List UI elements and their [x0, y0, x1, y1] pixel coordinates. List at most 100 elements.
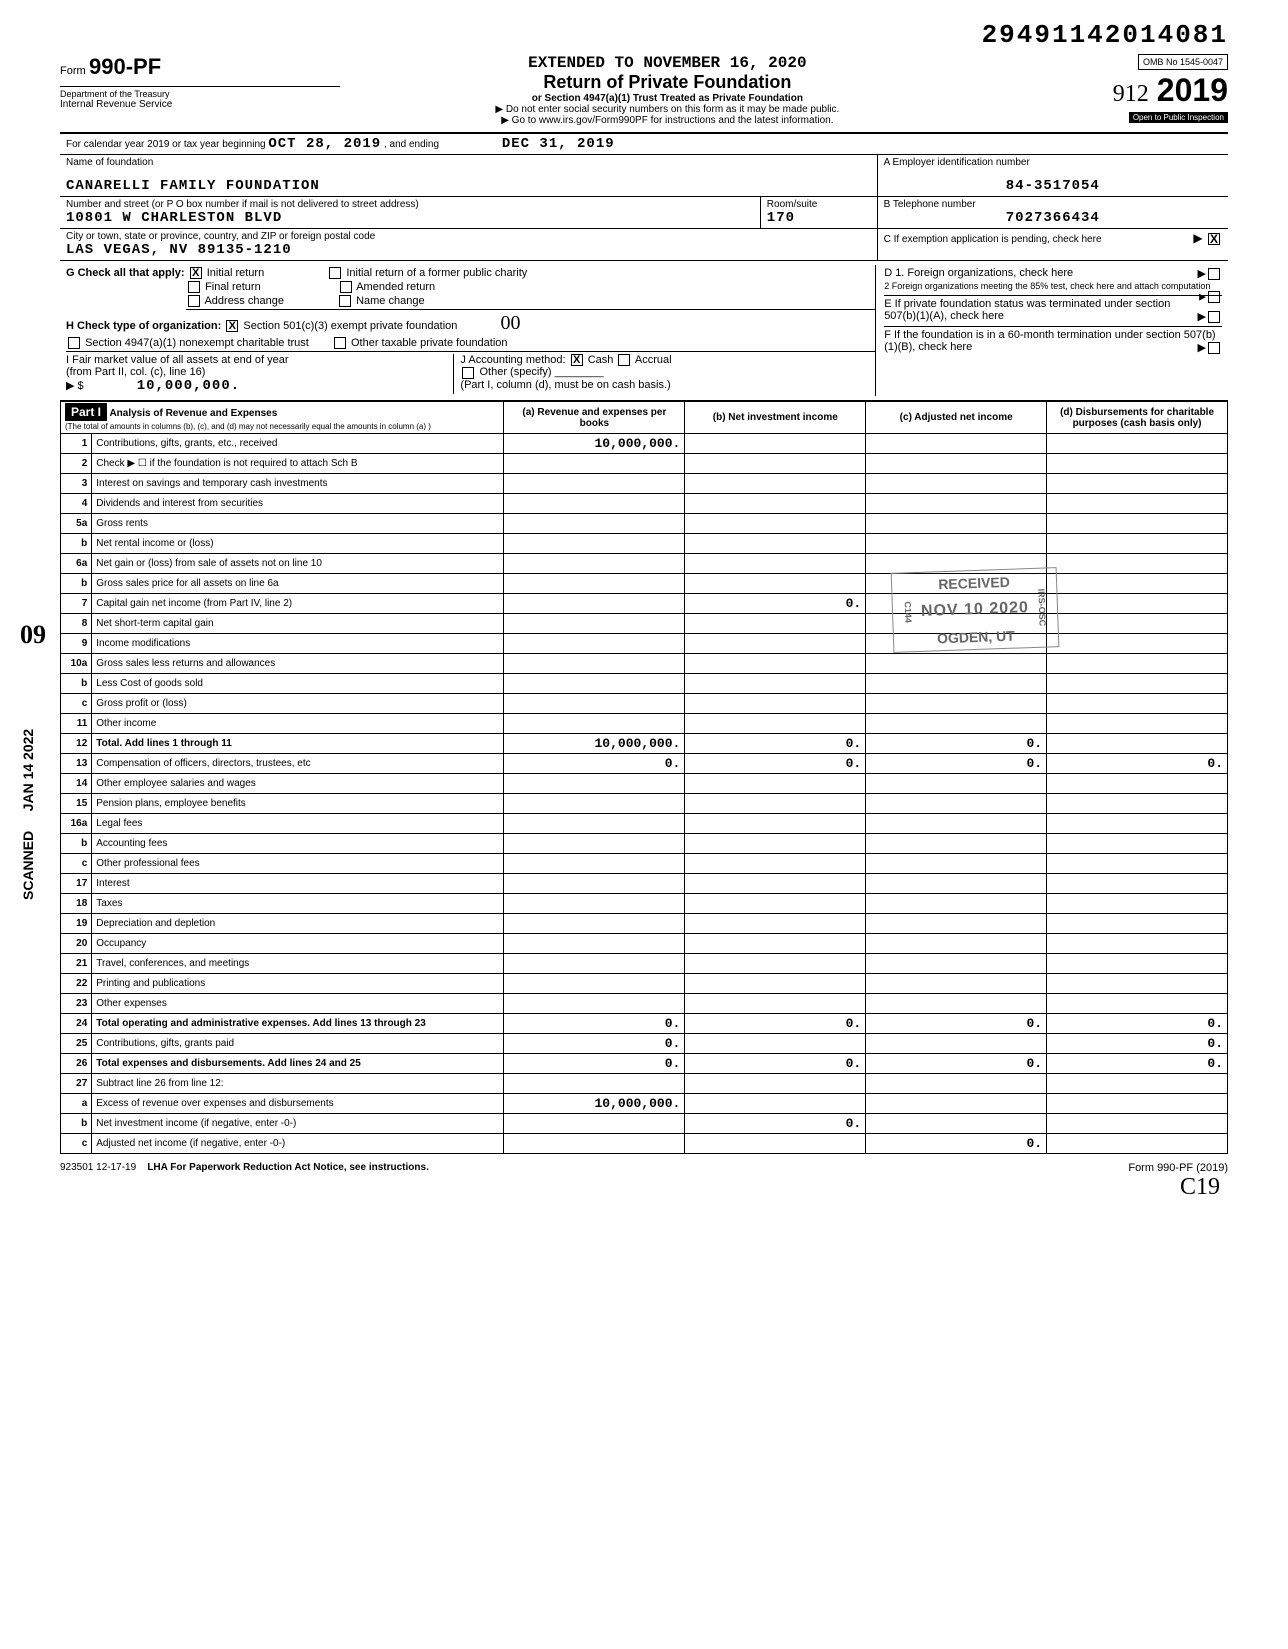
col-b-value — [685, 954, 866, 974]
final-checkbox[interactable] — [188, 281, 200, 293]
col-d-value — [1047, 654, 1228, 674]
col-b-value — [685, 474, 866, 494]
col-c-value — [866, 874, 1047, 894]
j-other: Other (specify) — [479, 366, 551, 378]
col-d-value — [1047, 554, 1228, 574]
table-row: 20 Occupancy — [61, 934, 1228, 954]
line-desc: Net rental income or (loss) — [92, 534, 504, 554]
col-a-value — [504, 954, 685, 974]
j-other-checkbox[interactable] — [462, 367, 474, 379]
line-number: 3 — [61, 474, 92, 494]
f-checkbox[interactable] — [1208, 342, 1220, 354]
col-c-value: 0. — [866, 1054, 1047, 1074]
col-a-value — [504, 974, 685, 994]
form-subtitle: or Section 4947(a)(1) Trust Treated as P… — [340, 93, 994, 104]
col-c-value — [866, 1074, 1047, 1094]
col-d-value — [1047, 774, 1228, 794]
side-stamps: 09 SCANNED JAN 14 2022 — [20, 620, 191, 916]
amended-checkbox[interactable] — [340, 281, 352, 293]
line-desc: Printing and publications — [92, 974, 504, 994]
h-4947: Section 4947(a)(1) nonexempt charitable … — [85, 337, 309, 349]
line-desc: Total operating and administrative expen… — [92, 1014, 504, 1034]
initial-former: Initial return of a former public charit… — [346, 267, 527, 279]
name-change-checkbox[interactable] — [339, 295, 351, 307]
part1-label: Part I — [65, 403, 107, 421]
col-d-value — [1047, 934, 1228, 954]
j-accrual-checkbox[interactable] — [618, 354, 630, 366]
handwritten-code: 912 — [1113, 81, 1149, 108]
room-value: 170 — [767, 210, 871, 226]
hw-00: 00 — [500, 312, 520, 335]
col-b-value — [685, 654, 866, 674]
page-footer: 923501 12-17-19 LHA For Paperwork Reduct… — [60, 1162, 1228, 1201]
line-number: 25 — [61, 1034, 92, 1054]
table-row: b Less Cost of goods sold — [61, 674, 1228, 694]
h-other-checkbox[interactable] — [334, 337, 346, 349]
ein-value: 84-3517054 — [884, 178, 1222, 194]
e-checkbox[interactable] — [1208, 311, 1220, 323]
col-a-value — [504, 934, 685, 954]
name-ein-row: Name of foundation CANARELLI FAMILY FOUN… — [60, 155, 1228, 197]
d-checkbox[interactable] — [1208, 268, 1220, 280]
c-checkbox[interactable]: X — [1208, 233, 1220, 245]
col-d-value — [1047, 994, 1228, 1014]
col-b-value — [685, 514, 866, 534]
city-label: City or town, state or province, country… — [66, 231, 871, 242]
form-number: 990-PF — [89, 54, 161, 79]
col-a-value — [504, 894, 685, 914]
col-a-value — [504, 854, 685, 874]
table-row: 13 Compensation of officers, directors, … — [61, 754, 1228, 774]
line-desc: Dividends and interest from securities — [92, 494, 504, 514]
initial-checkbox[interactable]: X — [190, 267, 202, 279]
phone-value: 7027366434 — [884, 210, 1222, 226]
col-c-value: 0. — [866, 754, 1047, 774]
h-4947-checkbox[interactable] — [68, 337, 80, 349]
col-b-value — [685, 834, 866, 854]
g-label: G Check all that apply: — [66, 267, 185, 279]
col-a-value — [504, 814, 685, 834]
col-b-value: 0. — [685, 594, 866, 614]
omb-number: OMB No 1545-0047 — [1138, 54, 1228, 70]
table-row: 24 Total operating and administrative ex… — [61, 1014, 1228, 1034]
extended-date: EXTENDED TO NOVEMBER 16, 2020 — [340, 54, 994, 72]
col-a-value — [504, 554, 685, 574]
col-c-value: 0. — [866, 1134, 1047, 1154]
line-desc: Gross rents — [92, 514, 504, 534]
col-b-value: 0. — [685, 1014, 866, 1034]
col-b-value: 0. — [685, 1054, 866, 1074]
document-number: 29491142014081 — [60, 20, 1228, 50]
table-row: b Accounting fees — [61, 834, 1228, 854]
col-b-value — [685, 1094, 866, 1114]
initial-former-checkbox[interactable] — [329, 267, 341, 279]
col-c-value — [866, 1094, 1047, 1114]
col-b-value — [685, 454, 866, 474]
h-501c3-checkbox[interactable]: X — [226, 320, 238, 332]
col-a-value — [504, 1074, 685, 1094]
line-number: 21 — [61, 954, 92, 974]
tax-year: 2019 — [1157, 72, 1228, 108]
line-desc: Net gain or (loss) from sale of assets n… — [92, 554, 504, 574]
col-d-value — [1047, 1074, 1228, 1094]
line-number: 1 — [61, 434, 92, 454]
col-d-value — [1047, 574, 1228, 594]
col-d-value — [1047, 614, 1228, 634]
footer-code: 923501 12-17-19 — [60, 1162, 136, 1173]
footer-lha: LHA For Paperwork Reduction Act Notice, … — [147, 1162, 429, 1173]
table-row: a Excess of revenue over expenses and di… — [61, 1094, 1228, 1114]
col-d-value — [1047, 1114, 1228, 1134]
col-b-value — [685, 534, 866, 554]
j-cash-checkbox[interactable]: X — [571, 354, 583, 366]
table-row: c Gross profit or (loss) — [61, 694, 1228, 714]
addr-change-checkbox[interactable] — [188, 295, 200, 307]
part1-note: (The total of amounts in columns (b), (c… — [65, 422, 431, 431]
line-number: 22 — [61, 974, 92, 994]
table-row: 11 Other income — [61, 714, 1228, 734]
col-b-value — [685, 854, 866, 874]
d-label: D 1. Foreign organizations, check here — [884, 267, 1073, 279]
period-label: For calendar year 2019 or tax year begin… — [66, 139, 266, 150]
col-b-value: 0. — [685, 754, 866, 774]
d2-checkbox[interactable] — [1208, 291, 1220, 303]
line-desc: Contributions, gifts, grants, etc., rece… — [92, 434, 504, 454]
d2-label: 2 Foreign organizations meeting the 85% … — [884, 281, 1210, 291]
col-b-value — [685, 434, 866, 454]
